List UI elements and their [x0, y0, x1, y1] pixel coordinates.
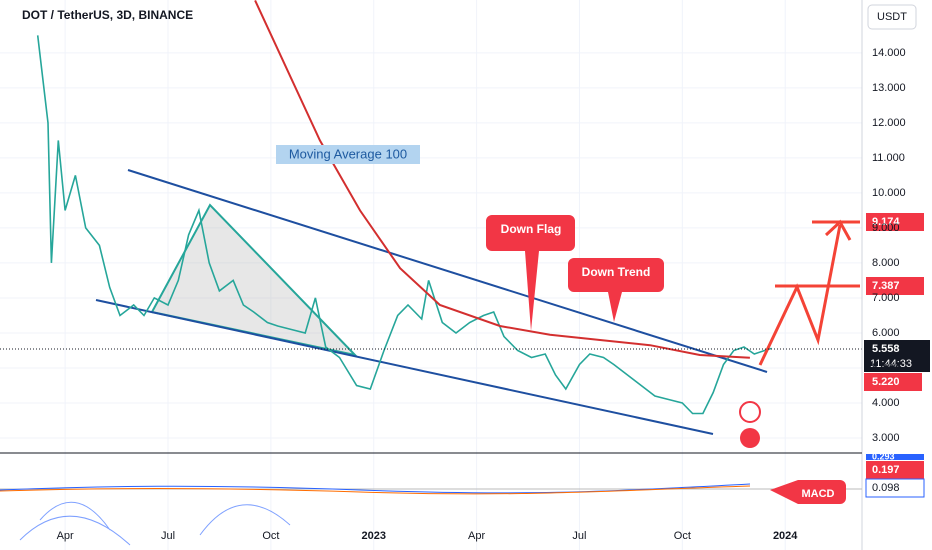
y-tick-label: 7.000 [872, 292, 900, 304]
macd-tag [865, 478, 925, 498]
macd-curves [19, 501, 291, 546]
macd-tag-text: 0.293 [872, 451, 895, 461]
y-tick-label: 3.000 [872, 432, 900, 444]
trend-upper [127, 169, 768, 373]
price-tag [866, 277, 924, 295]
y-tick-label: 9.000 [872, 222, 900, 234]
price-tag-text: 5.558 [872, 343, 900, 355]
projection [758, 224, 842, 366]
price-tag-text: 7.387 [872, 280, 900, 292]
y-tick-label: 4.000 [872, 397, 900, 409]
icon[interactable] [740, 428, 760, 448]
ma-label: Moving Average 100 [289, 146, 407, 161]
x-tick-label: Jul [572, 530, 586, 542]
macd-tag-text: 0.098 [872, 482, 900, 494]
flag-label: Down Flag [501, 222, 562, 236]
flag-callout [486, 215, 575, 331]
y-tick-label: 8.000 [872, 257, 900, 269]
x-tick-label: Apr [57, 530, 74, 542]
y-tick-label: 12.000 [872, 117, 906, 129]
price-tag [866, 213, 924, 231]
chart-title: DOT / TetherUS, 3D, BINANCE [22, 8, 193, 22]
y-tick-label: 11.000 [872, 152, 905, 164]
y-tick-label: 5.000 [872, 362, 900, 374]
y-tick-label: 10.000 [872, 187, 906, 199]
price-tag-text: 5.220 [872, 376, 900, 388]
trend-lower [95, 299, 714, 435]
plot [36, 0, 772, 415]
price-tag [864, 340, 930, 372]
macd-callout [770, 480, 846, 504]
price-tag [864, 373, 922, 391]
price-tag-text: 9.174 [872, 216, 900, 228]
trend-callout [568, 258, 664, 322]
macd-tag [866, 461, 924, 479]
macd-tag-text: 0.197 [872, 464, 900, 476]
y-tick-label: 13.000 [872, 82, 906, 94]
price-line [36, 35, 772, 415]
trend-label: Down Trend [582, 265, 651, 279]
macd-tag [866, 454, 924, 460]
macd-title: MACD [802, 488, 835, 500]
signal-line [0, 485, 751, 495]
x-tick-label: Oct [262, 530, 279, 542]
x-tick-label: Oct [674, 530, 691, 542]
currency-box[interactable] [867, 4, 917, 30]
icon[interactable] [739, 401, 761, 423]
ma-label-box [276, 145, 420, 164]
countdown: 11:44:33 [870, 358, 912, 370]
ma-line [254, 0, 750, 359]
y-tick-label: 14.000 [872, 47, 906, 59]
x-tick-label: Jul [161, 530, 175, 542]
y-tick-label: 6.000 [872, 327, 900, 339]
x-tick-label: 2023 [361, 530, 385, 542]
x-tick-label: Apr [468, 530, 485, 542]
currency: USDT [877, 11, 907, 23]
x-tick-label: 2024 [773, 530, 798, 542]
